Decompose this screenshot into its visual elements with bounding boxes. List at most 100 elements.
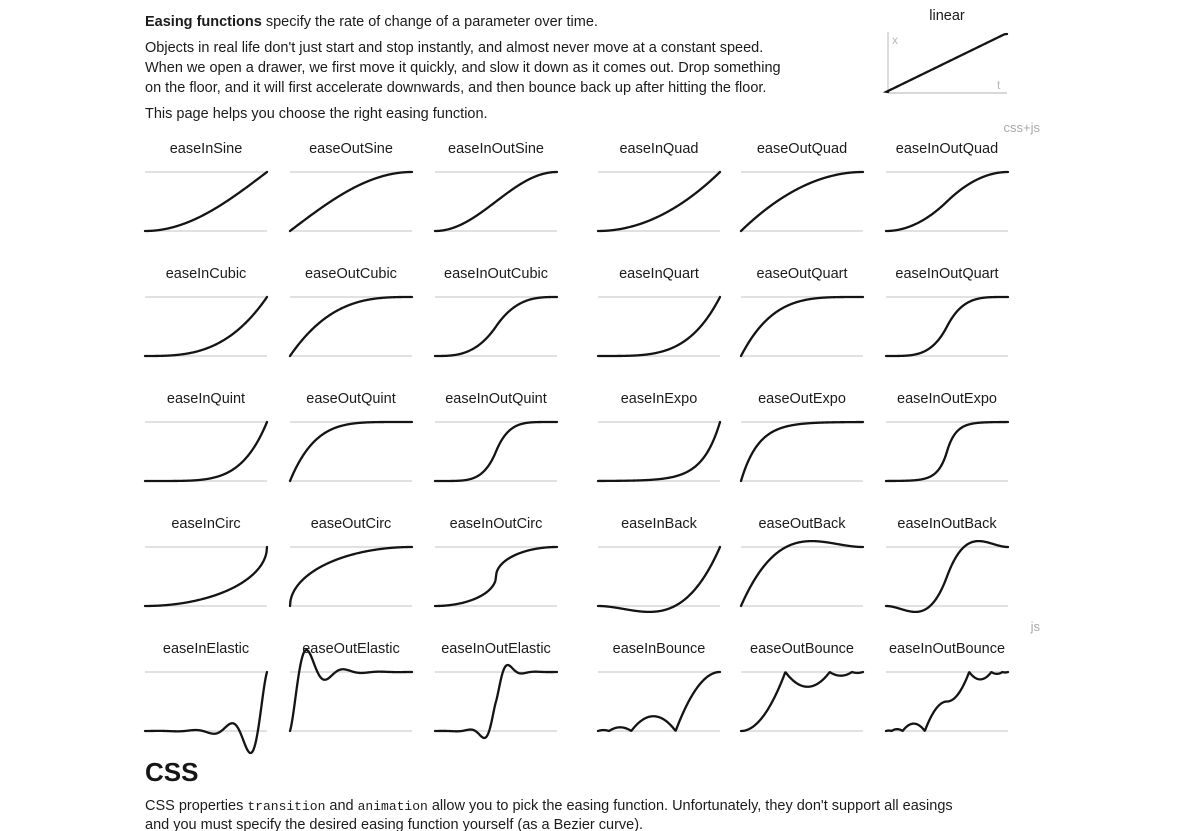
easing-tile-easeInOutExpo[interactable]: easeInOutExpo xyxy=(884,390,1010,490)
linear-curve xyxy=(882,32,1009,94)
easing-curve-chart xyxy=(739,670,865,733)
easing-tile-easeInBounce[interactable]: easeInBounce xyxy=(596,640,722,740)
easing-tile-easeInSine[interactable]: easeInSine xyxy=(143,140,269,240)
easing-curve-chart xyxy=(288,170,414,233)
easing-tile-easeOutCirc[interactable]: easeOutCirc xyxy=(288,515,414,615)
easing-tile-title: easeInBounce xyxy=(612,641,706,657)
y-axis-label: x xyxy=(892,33,898,47)
easing-tile-easeInQuint[interactable]: easeInQuint xyxy=(143,390,269,490)
easing-tile-easeOutCubic[interactable]: easeOutCubic xyxy=(288,265,414,365)
easing-tile-title: easeOutCirc xyxy=(310,516,392,532)
easing-tile-title: easeInExpo xyxy=(620,391,698,407)
css-section: CSS CSS properties transition and animat… xyxy=(145,756,1125,831)
easing-curve-chart xyxy=(596,170,722,233)
easing-tile-title: easeInCubic xyxy=(165,266,247,282)
easing-curve-chart xyxy=(596,420,722,483)
easing-tile-easeInOutSine[interactable]: easeInOutSine xyxy=(433,140,559,240)
easing-tile-easeInOutQuint[interactable]: easeInOutQuint xyxy=(433,390,559,490)
easing-tile-easeInExpo[interactable]: easeInExpo xyxy=(596,390,722,490)
text-run: and xyxy=(325,798,358,814)
easing-curve-chart xyxy=(433,545,559,608)
easing-tile-easeInElastic[interactable]: easeInElastic xyxy=(143,640,269,755)
easing-tile-easeInCirc[interactable]: easeInCirc xyxy=(143,515,269,615)
easing-tile-easeOutQuint[interactable]: easeOutQuint xyxy=(288,390,414,490)
easing-curve xyxy=(884,295,1010,358)
easing-curve-chart xyxy=(596,670,722,733)
easing-tile-title: easeOutExpo xyxy=(758,391,846,407)
easing-tile-easeInOutQuad[interactable]: easeInOutQuad xyxy=(884,140,1010,240)
intro-text: Easing functions specify the rate of cha… xyxy=(145,12,781,130)
lead-paragraph: Easing functions specify the rate of cha… xyxy=(145,12,781,32)
easing-curve-chart xyxy=(433,663,559,740)
easing-tile-easeOutExpo[interactable]: easeOutExpo xyxy=(739,390,865,490)
easing-tile-easeOutBounce[interactable]: easeOutBounce xyxy=(739,640,865,740)
description-line: Objects in real life don't just start an… xyxy=(145,40,764,56)
easing-curve-chart xyxy=(143,170,269,233)
easing-tile-easeInQuad[interactable]: easeInQuad xyxy=(596,140,722,240)
easing-tile-title: easeOutQuart xyxy=(756,266,848,282)
easing-curve-chart xyxy=(143,420,269,483)
description-line: When we open a drawer, we first move it … xyxy=(145,60,781,76)
easing-tile-title: easeInOutBounce xyxy=(888,641,1006,657)
easing-curve xyxy=(739,670,865,733)
easing-curve-chart xyxy=(884,670,1010,733)
easing-tile-title: easeInSine xyxy=(169,141,243,157)
easing-tile-easeOutQuart[interactable]: easeOutQuart xyxy=(739,265,865,365)
easing-curve-chart xyxy=(884,539,1010,614)
easing-tile-easeOutQuad[interactable]: easeOutQuad xyxy=(739,140,865,240)
easing-tile-easeOutElastic[interactable]: easeOutElastic xyxy=(288,640,414,740)
easing-tile-easeInOutCirc[interactable]: easeInOutCirc xyxy=(433,515,559,615)
easing-tile-title: easeInOutCirc xyxy=(449,516,543,532)
easing-curve xyxy=(433,170,559,233)
linear-chart: x t xyxy=(882,32,1009,94)
easing-curve xyxy=(288,420,414,483)
easing-curve xyxy=(288,295,414,358)
easing-curve xyxy=(739,539,865,608)
easing-curve xyxy=(433,663,559,740)
easing-curve xyxy=(143,545,269,608)
easing-tile-title: easeOutElastic xyxy=(302,641,400,657)
easing-tile-easeInOutBounce[interactable]: easeInOutBounce xyxy=(884,640,1010,740)
description-paragraph: Objects in real life don't just start an… xyxy=(145,38,781,98)
easing-tile-easeOutSine[interactable]: easeOutSine xyxy=(288,140,414,240)
easing-curve-chart xyxy=(288,648,414,733)
easing-tile-easeInOutCubic[interactable]: easeInOutCubic xyxy=(433,265,559,365)
easing-tile-easeInBack[interactable]: easeInBack xyxy=(596,515,722,615)
easing-curve xyxy=(143,420,269,483)
easing-tile-easeInOutBack[interactable]: easeInOutBack xyxy=(884,515,1010,615)
text-run: CSS properties xyxy=(145,798,248,814)
easing-curve xyxy=(596,420,722,483)
easing-curve xyxy=(739,420,865,483)
easing-curve-chart xyxy=(884,420,1010,483)
easing-curve xyxy=(739,295,865,358)
easing-curve-chart xyxy=(739,170,865,233)
easing-tile-easeInOutElastic[interactable]: easeInOutElastic xyxy=(433,640,559,740)
linear-title: linear xyxy=(929,8,965,24)
easing-tile-title: easeOutQuad xyxy=(756,141,848,157)
easing-curve-chart xyxy=(596,295,722,358)
easing-tile-title: easeInCirc xyxy=(171,516,241,532)
easing-curve xyxy=(143,170,269,233)
easing-curve xyxy=(884,539,1010,614)
easing-curve-chart xyxy=(143,545,269,608)
easing-tile-title: easeOutBack xyxy=(758,516,846,532)
group-label-js: js xyxy=(1030,619,1040,634)
easing-curve xyxy=(288,648,414,733)
easing-tile-title: easeInOutQuart xyxy=(895,266,999,282)
easing-tile-easeOutBack[interactable]: easeOutBack xyxy=(739,515,865,615)
easing-curve-chart xyxy=(433,295,559,358)
lead-rest: specify the rate of change of a paramete… xyxy=(261,14,598,30)
inline-code: animation xyxy=(357,799,428,814)
easing-curve-chart xyxy=(739,539,865,608)
easing-tile-easeInOutQuart[interactable]: easeInOutQuart xyxy=(884,265,1010,365)
easing-curve-chart xyxy=(143,670,269,755)
easing-tile-easeInCubic[interactable]: easeInCubic xyxy=(143,265,269,365)
easing-tile-easeInQuart[interactable]: easeInQuart xyxy=(596,265,722,365)
easing-curve-chart xyxy=(884,295,1010,358)
easing-tile-title: easeInQuint xyxy=(166,391,246,407)
easing-tile-title: easeInOutQuint xyxy=(445,391,547,407)
easing-tile-title: easeInBack xyxy=(621,516,697,532)
easing-curve-chart xyxy=(433,170,559,233)
description-line: on the floor, and it will first accelera… xyxy=(145,80,767,96)
